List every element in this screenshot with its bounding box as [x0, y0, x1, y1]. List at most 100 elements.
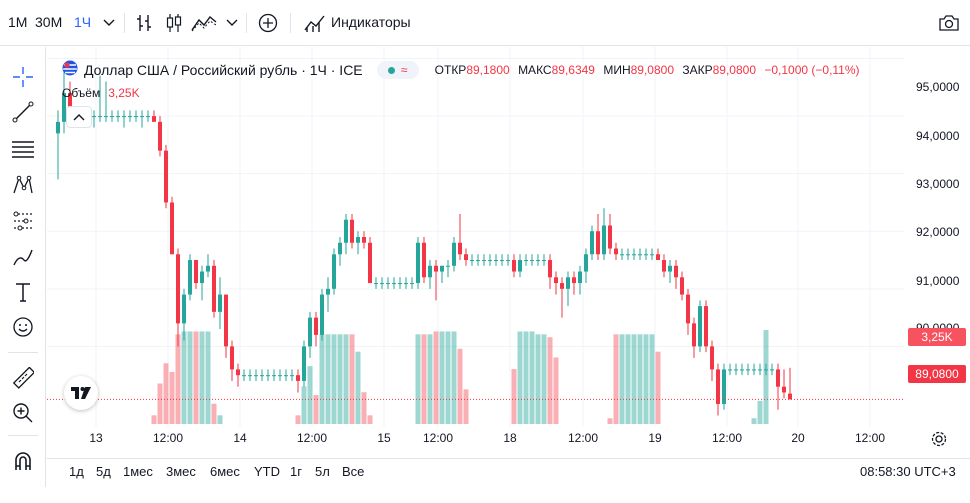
- candle-body: [722, 369, 726, 404]
- candle: [668, 260, 672, 284]
- candle-body: [350, 219, 354, 243]
- candle-body: [584, 254, 588, 272]
- volume-value: 3,25K: [108, 86, 140, 100]
- price-chart[interactable]: [47, 47, 970, 457]
- range-6m[interactable]: 6мес: [210, 464, 240, 479]
- candle-body: [158, 121, 162, 151]
- interval-1m[interactable]: 1М: [8, 14, 28, 30]
- candle: [332, 248, 336, 295]
- candle-body: [242, 375, 246, 377]
- candle-body: [110, 116, 114, 118]
- candle-body: [302, 346, 306, 381]
- candle-body: [392, 283, 396, 285]
- time-label: 18: [503, 431, 517, 445]
- candle: [476, 254, 480, 266]
- range-all[interactable]: Все: [342, 464, 365, 479]
- candle: [626, 248, 630, 261]
- price-scale-label: 92,0000: [916, 225, 960, 239]
- candle: [194, 260, 198, 289]
- brush-icon[interactable]: [9, 243, 37, 271]
- interval-1h[interactable]: 1Ч: [74, 14, 92, 30]
- chart-style-chevron-icon[interactable]: [219, 10, 245, 36]
- range-5d[interactable]: 5д: [96, 464, 111, 479]
- text-tool-icon[interactable]: [9, 278, 37, 306]
- ruler-icon[interactable]: [9, 364, 37, 392]
- range-1m[interactable]: 1мес: [123, 464, 153, 479]
- volume-bar: [463, 389, 469, 424]
- candle: [428, 260, 432, 289]
- grid: [47, 47, 904, 427]
- collapse-legend-button[interactable]: [66, 106, 92, 128]
- candle-body: [254, 375, 258, 377]
- candle: [170, 196, 174, 255]
- candle: [242, 369, 246, 381]
- interval-30m[interactable]: 30М: [35, 14, 63, 30]
- open-label: ОТКР: [434, 63, 467, 77]
- candle: [296, 369, 300, 393]
- emoji-icon[interactable]: [9, 313, 37, 341]
- delayed-data-icon: ≈: [400, 63, 408, 77]
- candle-body: [710, 346, 714, 370]
- candle-body: [320, 294, 324, 335]
- volume-bar: [349, 334, 355, 424]
- candle: [362, 231, 366, 249]
- range-1d[interactable]: 1д: [69, 464, 84, 479]
- candle: [488, 254, 492, 266]
- indicators-button[interactable]: Индикаторы: [331, 14, 411, 30]
- volume-bar: [169, 371, 175, 424]
- volume-legend: Объём 3,25K: [62, 86, 140, 100]
- volume-bar: [547, 337, 553, 424]
- volume-label[interactable]: Объём: [62, 86, 101, 100]
- camera-icon[interactable]: [936, 10, 962, 36]
- market-status-badge[interactable]: ≈: [376, 61, 419, 79]
- range-3m[interactable]: 3мес: [166, 464, 196, 479]
- compare-add-icon[interactable]: [255, 10, 281, 36]
- candle-body: [260, 375, 264, 377]
- candle: [212, 260, 216, 318]
- tradingview-logo[interactable]: [64, 376, 98, 410]
- forecast-tools-icon[interactable]: [9, 207, 37, 235]
- bars-style-icon[interactable]: [131, 10, 157, 36]
- magnet-icon[interactable]: [9, 447, 37, 475]
- candle: [578, 265, 582, 295]
- candle-body: [656, 254, 660, 261]
- range-1y[interactable]: 1г: [290, 464, 302, 479]
- scale-settings-icon[interactable]: [930, 430, 948, 448]
- candle-body: [542, 260, 546, 262]
- crosshair-icon[interactable]: [9, 63, 37, 91]
- range-5y[interactable]: 5л: [315, 464, 330, 479]
- candle-body: [596, 231, 600, 255]
- candle-body: [92, 116, 96, 118]
- candle: [704, 300, 708, 353]
- volume-bar: [529, 331, 535, 424]
- candle-body: [488, 260, 492, 262]
- fib-lines-icon[interactable]: [9, 135, 37, 163]
- volume-bar: [433, 331, 439, 424]
- candle-body: [602, 225, 606, 255]
- pattern-icon[interactable]: [9, 171, 37, 199]
- candle-body: [782, 386, 786, 393]
- candle-body: [338, 242, 342, 255]
- candle: [584, 248, 588, 284]
- zoom-in-icon[interactable]: [9, 399, 37, 427]
- candle: [290, 369, 294, 381]
- clock-timezone[interactable]: 08:58:30 UTC+3: [860, 464, 956, 479]
- volume-bar: [163, 363, 169, 424]
- candle-body: [650, 254, 654, 256]
- low-label: МИН: [603, 63, 631, 77]
- area-style-icon[interactable]: [191, 10, 217, 36]
- symbol-title[interactable]: Доллар США / Российский рубль · 1Ч · ICE: [84, 62, 363, 78]
- candle: [224, 294, 228, 358]
- candle-body: [566, 277, 570, 289]
- range-ytd[interactable]: YTD: [254, 464, 280, 479]
- volume-bar: [613, 334, 619, 424]
- candle: [746, 363, 750, 376]
- price-scale[interactable]: [904, 47, 970, 457]
- volume-bar: [343, 334, 349, 424]
- candle: [464, 248, 468, 266]
- candles-style-icon[interactable]: [161, 10, 187, 36]
- interval-dropdown-chevron-icon[interactable]: [96, 10, 122, 36]
- candle: [56, 110, 60, 180]
- indicators-icon[interactable]: [302, 10, 328, 36]
- trend-line-icon[interactable]: [9, 98, 37, 126]
